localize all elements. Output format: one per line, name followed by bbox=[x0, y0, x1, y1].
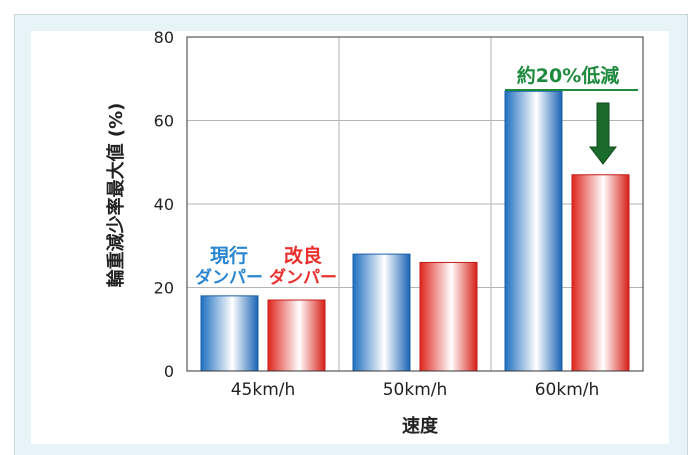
x-axis-label: 速度 bbox=[402, 415, 439, 437]
bars-group bbox=[200, 90, 630, 372]
bar-current-50kmh bbox=[352, 253, 411, 372]
legend-current-line1: 現行 bbox=[210, 244, 248, 267]
x-tick-label: 45km/h bbox=[231, 380, 296, 400]
bar-improved-60kmh bbox=[571, 174, 630, 372]
y-tick-label: 40 bbox=[154, 195, 174, 214]
x-tick-labels: 45km/h 50km/h 60km/h bbox=[231, 380, 600, 400]
bar-improved-50kmh bbox=[419, 261, 478, 372]
down-arrow-icon bbox=[588, 102, 618, 165]
y-tick-label: 0 bbox=[164, 362, 174, 381]
legend-improved-line1: 改良 bbox=[284, 244, 322, 267]
x-tick-label: 50km/h bbox=[383, 380, 448, 400]
y-tick-label: 60 bbox=[154, 112, 174, 131]
plot-area-border bbox=[186, 36, 644, 372]
y-tick-label: 80 bbox=[154, 28, 174, 47]
y-axis-label: 輪重減少率最大値 (%) bbox=[105, 103, 127, 288]
gridlines bbox=[187, 37, 643, 371]
reduction-annotation-text: 約20%低減 bbox=[517, 64, 619, 87]
x-tick-label: 60km/h bbox=[535, 380, 600, 400]
y-tick-labels: 0 20 40 60 80 bbox=[154, 28, 174, 381]
figure-frame: 0 20 40 60 80 45km/h 50km/h 60km/h 輪重減少率最大値 (%… bbox=[14, 14, 688, 455]
legend-current: 現行 ダンパー bbox=[195, 244, 263, 288]
reduction-annotation: 約20%低減 bbox=[505, 64, 638, 165]
legend-improved-line2: ダンパー bbox=[269, 267, 337, 288]
bar-current-60kmh bbox=[504, 90, 563, 372]
bar-improved-45kmh bbox=[267, 299, 326, 372]
legend-current-line2: ダンパー bbox=[195, 267, 263, 288]
figure-inner bbox=[31, 31, 669, 444]
bar-chart: 0 20 40 60 80 45km/h 50km/h 60km/h 輪重減少率最大値 (%… bbox=[105, 28, 644, 437]
legend-improved: 改良 ダンパー bbox=[269, 244, 337, 288]
y-tick-label: 20 bbox=[154, 279, 174, 298]
bar-current-45kmh bbox=[200, 295, 259, 372]
